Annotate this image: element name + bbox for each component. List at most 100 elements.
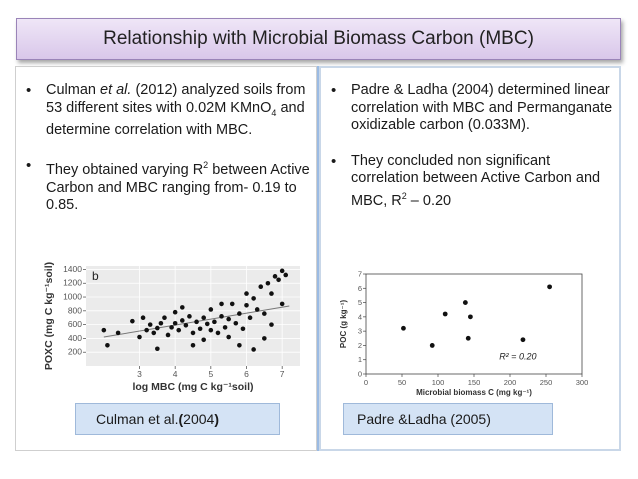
- x-tick-label: 50: [398, 378, 406, 387]
- y-tick-label: 1: [358, 355, 362, 364]
- x-tick-label: 5: [208, 369, 213, 379]
- data-point: [169, 325, 174, 330]
- caption-bold: (: [178, 411, 184, 427]
- data-point: [462, 300, 468, 305]
- x-tick-label: 0: [364, 378, 368, 387]
- y-tick-label: 200: [68, 347, 82, 357]
- y-axis-label: POXC (mg C kg⁻¹soil): [43, 262, 55, 370]
- r-squared-annotation: R² = 0.20: [499, 352, 536, 362]
- y-axis-label: POC (g kg⁻¹): [339, 300, 348, 349]
- data-point: [115, 330, 121, 336]
- data-point: [251, 347, 256, 352]
- data-point: [240, 326, 246, 332]
- x-tick-label: 100: [432, 378, 445, 387]
- data-point: [279, 268, 285, 274]
- x-tick-label: 150: [468, 378, 481, 387]
- data-point: [208, 307, 214, 312]
- data-point: [165, 332, 171, 338]
- data-point: [204, 321, 210, 327]
- y-tick-label: 2: [358, 341, 362, 350]
- y-tick-label: 400: [68, 333, 82, 343]
- data-point: [279, 301, 285, 307]
- data-point: [222, 325, 228, 330]
- slide-title-text: Relationship with Microbial Biomass Carb…: [103, 28, 534, 49]
- y-tick-label: 0: [358, 370, 362, 379]
- data-point: [468, 314, 473, 320]
- data-point: [215, 330, 221, 336]
- data-point: [272, 274, 278, 279]
- y-tick-label: 7: [358, 270, 362, 279]
- data-point: [219, 314, 224, 319]
- x-axis-label: Microbial biomass C (mg kg⁻¹): [416, 388, 532, 397]
- data-point: [229, 301, 235, 307]
- bullet-icon: •: [331, 152, 337, 170]
- y-tick-label: 1400: [63, 264, 82, 274]
- data-point: [520, 337, 526, 343]
- text-run: – 0.20: [406, 192, 452, 209]
- data-point: [547, 284, 552, 290]
- data-point: [465, 335, 471, 341]
- text-run: They obtained varying R: [46, 162, 204, 179]
- data-point: [172, 320, 178, 326]
- data-point: [429, 343, 435, 348]
- data-point: [137, 334, 142, 340]
- superscript: 2: [401, 190, 407, 201]
- data-point: [237, 343, 242, 348]
- data-point: [237, 311, 242, 316]
- right-bullet-2: • They concluded non significant correla…: [327, 153, 619, 210]
- text-run: Culman: [46, 82, 100, 98]
- superscript: 2: [203, 160, 209, 171]
- text-run: and determine correlation with MBC.: [46, 99, 305, 138]
- data-point: [158, 320, 164, 326]
- data-point: [212, 319, 217, 325]
- data-point: [190, 343, 196, 348]
- caption-text: Padre &Ladha (2005): [357, 411, 491, 427]
- bullet-icon: •: [26, 82, 32, 99]
- data-point: [401, 325, 406, 331]
- data-point: [276, 277, 281, 283]
- slide-title: Relationship with Microbial Biomass Carb…: [16, 18, 621, 60]
- data-point: [265, 280, 271, 286]
- x-tick-label: 4: [173, 369, 178, 379]
- text-run: They concluded non significant correlati…: [351, 152, 601, 209]
- text-run: Padre & Ladha (2004) determined linear c…: [351, 82, 613, 133]
- data-point: [269, 291, 274, 296]
- data-point: [180, 305, 185, 310]
- data-point: [262, 311, 267, 316]
- data-point: [190, 330, 196, 336]
- left-column: [15, 66, 317, 451]
- data-point: [155, 346, 160, 352]
- data-point: [201, 337, 206, 343]
- data-point: [140, 315, 146, 321]
- panel-label: b: [92, 269, 99, 283]
- text-run-italic: et al.: [100, 82, 132, 98]
- y-tick-label: 600: [68, 319, 82, 329]
- x-axis-label: log MBC (mg C kg⁻¹soil): [132, 381, 253, 392]
- y-tick-label: 6: [358, 284, 362, 293]
- data-point: [101, 327, 107, 333]
- x-tick-label: 3: [137, 369, 142, 379]
- culman-scatter-chart: 3 4 5 6 7 200 400 600 800 1000 1200 1400 log MBC (mg…: [43, 262, 300, 392]
- right-bullet-1: • Padre & Ladha (2004) determined linear…: [327, 82, 619, 135]
- data-point: [183, 323, 189, 328]
- data-point: [283, 272, 289, 278]
- data-point: [247, 315, 253, 321]
- left-bullet-1: • Culman et al. (2012) analyzed soils fr…: [22, 82, 314, 139]
- left-bullet-list: • Culman et al. (2012) analyzed soils fr…: [22, 82, 314, 231]
- data-point: [151, 330, 157, 336]
- caption-text: Culman et al.: [96, 411, 179, 427]
- text-run: between Active Carbon and MBC ranging fr…: [46, 162, 310, 214]
- data-point: [226, 334, 231, 340]
- caption-bold: ): [214, 411, 219, 427]
- plot-panel: [86, 266, 300, 366]
- x-tick-label: 7: [280, 369, 285, 379]
- left-bullet-2: • They obtained varying R2 between Activ…: [22, 157, 314, 214]
- data-point: [130, 318, 135, 324]
- left-figure-caption: Culman et al. (2004): [75, 403, 280, 435]
- data-point: [187, 314, 192, 319]
- y-tick-label: 1200: [63, 278, 82, 288]
- data-point: [258, 284, 264, 289]
- y-tick-label: 1000: [63, 292, 82, 302]
- y-tick-label: 4: [358, 312, 362, 321]
- caption-text: 2004: [183, 411, 215, 427]
